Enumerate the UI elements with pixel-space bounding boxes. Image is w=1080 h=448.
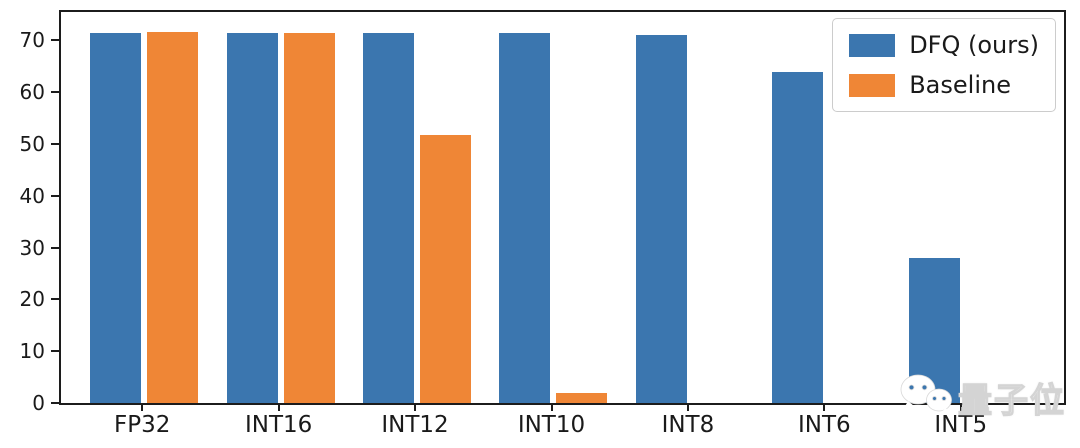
x-tick-label-int12: INT12 <box>381 412 449 438</box>
x-tick-label-int16: INT16 <box>244 412 313 438</box>
y-tick-mark <box>51 402 59 404</box>
y-tick-label: 30 <box>19 235 45 260</box>
legend-swatch <box>849 73 896 97</box>
bar-baseline-int10 <box>556 392 608 403</box>
x-tick-mark <box>550 403 553 411</box>
x-tick-label-int6: INT6 <box>797 412 851 438</box>
bar-group-int12 <box>349 12 485 403</box>
x-tick-mark <box>823 403 826 411</box>
bar-group-int16 <box>212 12 348 403</box>
y-tick-label: 70 <box>19 28 45 53</box>
y-tick-label: 10 <box>19 339 45 364</box>
legend-item: DFQ (ours) <box>849 31 1039 59</box>
x-tick-label-int8: INT8 <box>661 412 715 438</box>
y-tick-mark <box>51 39 59 42</box>
bar-dfq-ours-int6 <box>772 71 824 403</box>
bar-baseline-fp32 <box>147 31 199 403</box>
y-tick-mark <box>51 143 59 146</box>
bar-dfq-ours-int12 <box>363 32 415 403</box>
y-tick-mark <box>51 246 59 249</box>
x-tick-mark <box>277 403 280 411</box>
x-tick-mark <box>686 403 689 411</box>
x-tick-label-int10: INT10 <box>517 412 586 438</box>
y-tick-mark <box>51 350 59 353</box>
y-tick-label: 0 <box>32 391 45 415</box>
y-tick-mark <box>51 91 59 94</box>
legend-label: Baseline <box>909 71 1011 99</box>
bar-group-int8 <box>622 12 758 403</box>
bar-group-int10 <box>485 12 621 403</box>
x-tick-mark <box>959 403 962 411</box>
bar-dfq-ours-int8 <box>635 35 687 403</box>
bar-dfq-ours-fp32 <box>90 32 142 403</box>
x-tick-mark <box>414 403 417 411</box>
bar-dfq-ours-int10 <box>499 32 551 403</box>
x-tick-mark <box>141 403 144 411</box>
y-tick-mark <box>51 298 59 301</box>
x-axis-labels: FP32 INT16 INT12 INT10 INT8 INT6 INT5 <box>59 412 1062 438</box>
y-tick-label: 40 <box>19 183 45 208</box>
bar-baseline-int16 <box>283 32 335 403</box>
bar-dfq-ours-int5 <box>908 258 960 403</box>
x-tick-label-fp32: FP32 <box>114 412 171 438</box>
y-tick-label: 60 <box>19 80 45 105</box>
bar-baseline-int12 <box>420 135 472 403</box>
legend-label: DFQ (ours) <box>909 31 1039 59</box>
x-tick-label-int5: INT5 <box>934 412 988 438</box>
legend-item: Baseline <box>849 71 1039 99</box>
y-tick-label: 50 <box>19 132 45 157</box>
y-tick-mark <box>51 194 59 197</box>
legend-swatch <box>849 33 896 57</box>
y-tick-label: 20 <box>19 287 45 312</box>
bar-group-int6 <box>758 12 894 403</box>
bar-dfq-ours-int16 <box>226 32 278 403</box>
legend: DFQ (ours) Baseline <box>832 18 1056 112</box>
bar-group-fp32 <box>76 12 212 403</box>
bars-container <box>61 12 1064 403</box>
